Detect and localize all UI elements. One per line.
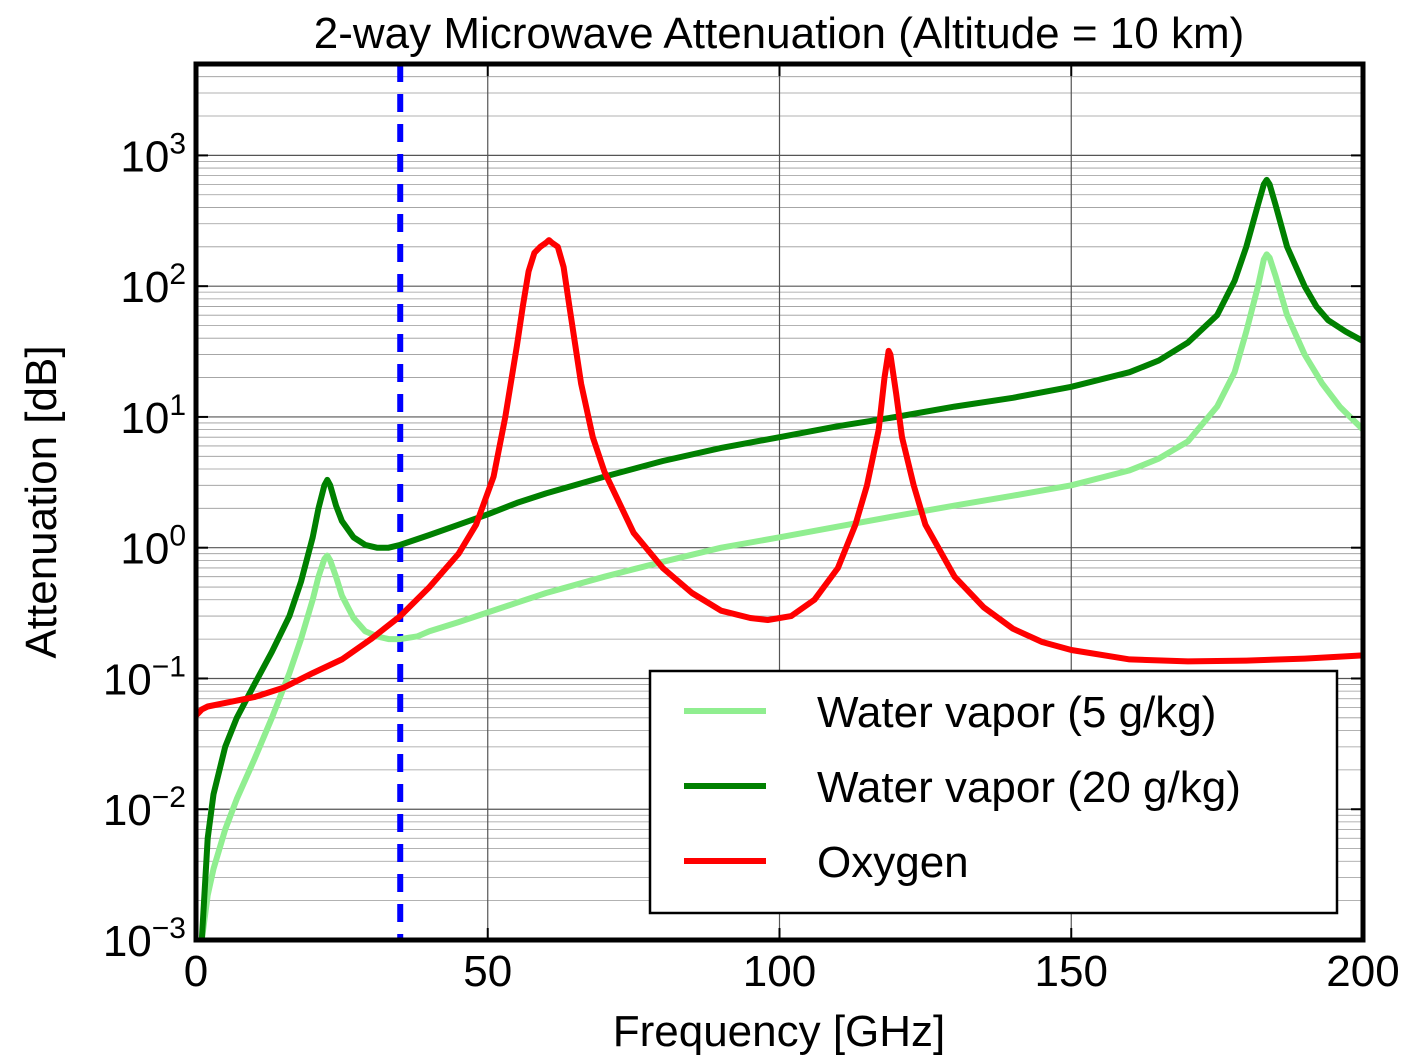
chart-title: 2-way Microwave Attenuation (Altitude = … — [314, 9, 1245, 58]
y-tick-label: 10−3 — [103, 912, 186, 966]
x-axis-ticks: 0 50 100 150 200 — [184, 64, 1400, 996]
x-tick-label: 0 — [184, 947, 208, 996]
y-axis-label: Attenuation [dB] — [17, 345, 66, 658]
legend-label-1: Water vapor (5 g/kg) — [817, 688, 1216, 737]
y-tick-label: 103 — [120, 127, 186, 181]
x-tick-label: 200 — [1326, 947, 1399, 996]
legend: Water vapor (5 g/kg) Water vapor (20 g/kg… — [648, 669, 1339, 915]
x-tick-label: 100 — [743, 947, 816, 996]
y-tick-label: 10−1 — [103, 650, 186, 704]
y-tick-label: 10−2 — [103, 781, 186, 835]
series-lines — [196, 176, 1363, 940]
series-line-3 — [196, 237, 1363, 719]
y-tick-label: 101 — [120, 389, 186, 443]
x-tick-label: 50 — [463, 947, 512, 996]
series-line-2 — [198, 176, 1363, 940]
y-tick-label: 100 — [120, 520, 186, 574]
y-tick-label: 102 — [120, 258, 186, 312]
series-line-1 — [198, 251, 1363, 940]
x-tick-label: 150 — [1035, 947, 1108, 996]
legend-label-2: Water vapor (20 g/kg) — [817, 763, 1241, 812]
x-axis-label: Frequency [GHz] — [613, 1007, 946, 1056]
y-axis-ticks: 10−3 10−2 10−1 100 101 102 103 — [103, 127, 1363, 966]
legend-label-3: Oxygen — [817, 838, 969, 887]
